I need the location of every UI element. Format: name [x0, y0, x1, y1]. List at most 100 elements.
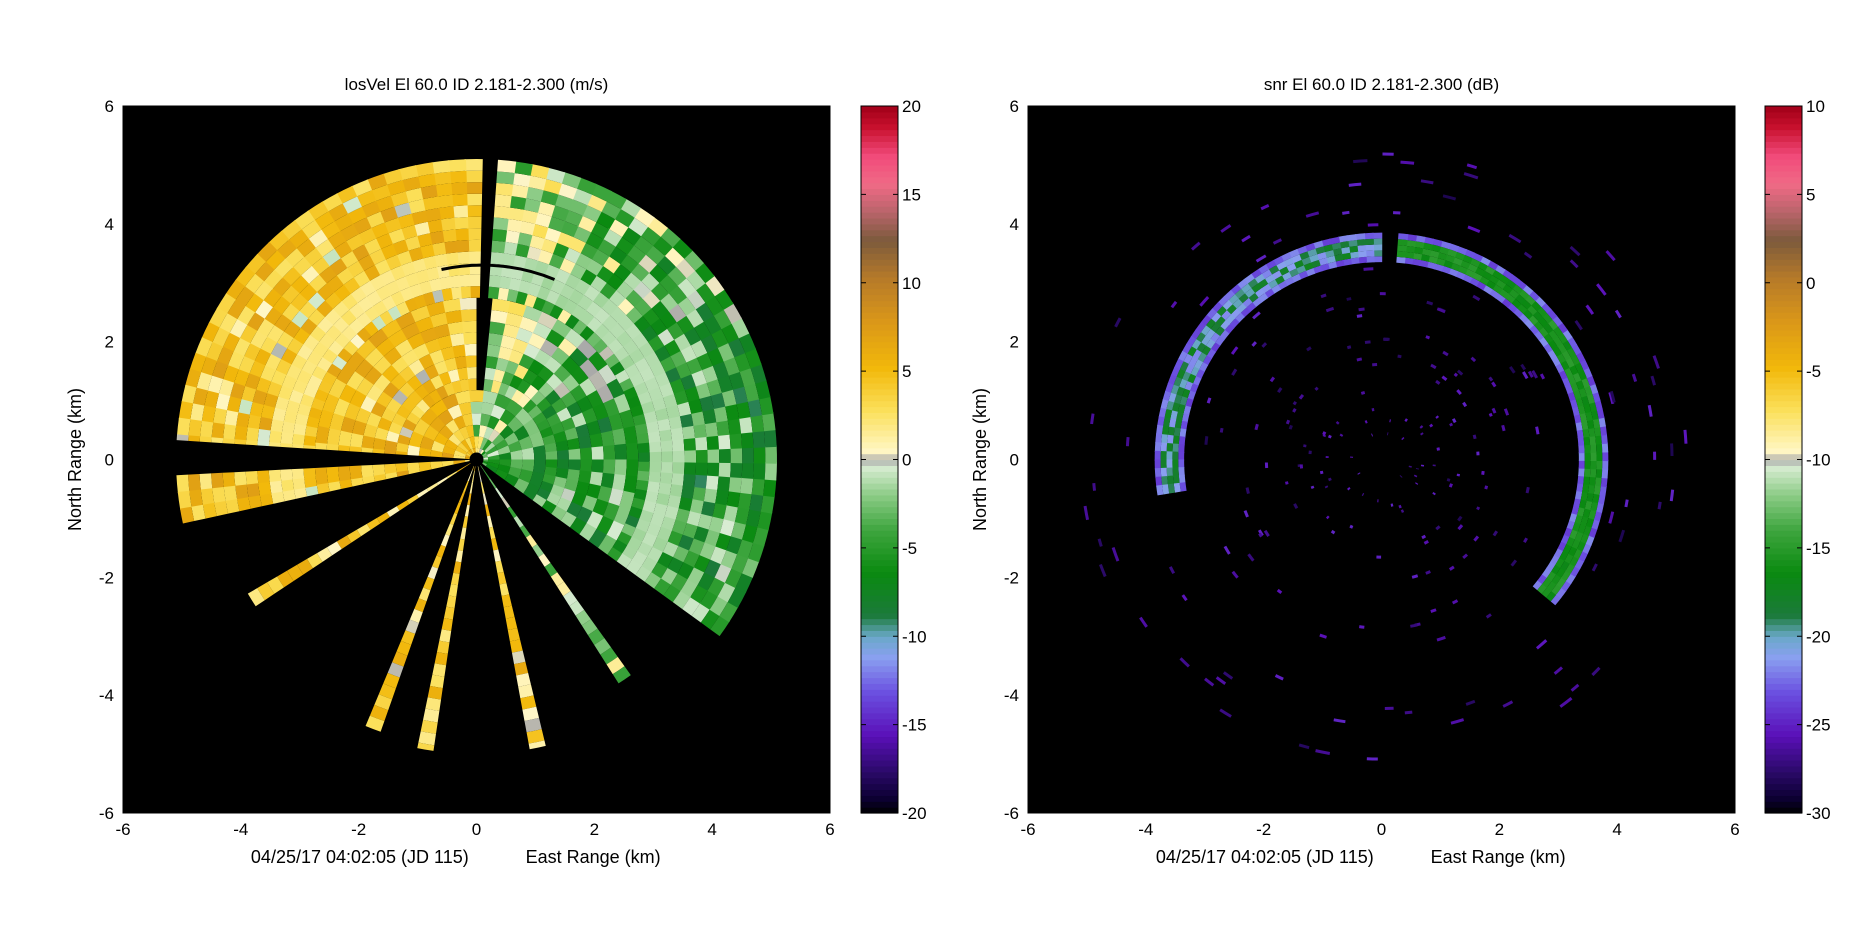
snr-ring-cell [1372, 232, 1383, 239]
colorbar-cell [1765, 388, 1802, 396]
losvel-cell [189, 352, 207, 374]
losvel-ray-cell [406, 494, 419, 505]
losvel-cell [451, 344, 466, 358]
losvel-cell [602, 228, 623, 247]
snr-ring-cell [1173, 394, 1183, 406]
snr-ring-cell [1154, 467, 1162, 479]
losvel-cell [592, 338, 608, 354]
colorbar-cell [1765, 783, 1802, 791]
losvel-cell [441, 229, 457, 243]
losvel-cell [504, 360, 519, 376]
snr-ring-cell [1435, 257, 1446, 266]
losvel-cell [248, 495, 262, 509]
snr-speckle [1274, 674, 1284, 681]
snr-speckle [1683, 429, 1688, 444]
snr-ring-cell [1589, 383, 1599, 395]
snr-ring-cell [1588, 508, 1597, 520]
snr-ring-cell [1453, 251, 1465, 261]
losvel-cell [396, 250, 413, 266]
losvel-cell [614, 443, 627, 460]
losvel-cell [539, 426, 554, 439]
snr-ring-cell [1560, 533, 1570, 545]
losvel-ray-cell [524, 717, 542, 733]
losvel-ray-cell [563, 591, 578, 606]
snr-ring-cell [1580, 532, 1590, 544]
losvel-cell [468, 390, 484, 403]
snr-speckle [1425, 570, 1431, 575]
losvel-cell [436, 194, 454, 209]
losvel-cell [613, 345, 630, 362]
snr-speckle [1631, 373, 1638, 382]
losvel-cell [706, 434, 719, 450]
colorbar-cell [1765, 653, 1802, 661]
losvel-cell [280, 220, 302, 241]
losvel-cell [444, 310, 463, 325]
snr-speckle [1446, 478, 1451, 482]
colorbar-cell [1765, 477, 1802, 484]
losvel-cell [416, 399, 431, 414]
snr-speckle [1292, 407, 1297, 413]
losvel-ray-cell [469, 482, 474, 494]
snr-speckle [1423, 540, 1429, 545]
losvel-cell [374, 427, 389, 441]
snr-speckle [1179, 657, 1190, 668]
snr-ring-cell [1455, 245, 1468, 255]
losvel-ray-cell [505, 616, 518, 631]
losvel-cell [316, 483, 330, 494]
losvel-cell [732, 385, 748, 405]
losvel-cell [578, 377, 597, 396]
snr-speckle [1410, 623, 1418, 628]
losvel-ray-cell [454, 502, 462, 515]
snr-ring-cell [1592, 417, 1601, 429]
colorbar-cell [861, 253, 898, 260]
colorbar-cell [1765, 453, 1802, 461]
losvel-cell [646, 216, 669, 237]
losvel-cell [349, 446, 362, 453]
losvel-cell [676, 400, 692, 417]
losvel-cell [684, 385, 700, 402]
losvel-cell [422, 255, 437, 270]
losvel-cell [659, 226, 681, 248]
colorbar-cell [1765, 217, 1802, 225]
snr-ring-cell [1293, 259, 1304, 269]
losvel-cell [489, 321, 506, 336]
losvel-cell [445, 419, 460, 434]
snr-ring-cell [1158, 407, 1167, 419]
losvel-cell [422, 394, 436, 409]
losvel-cell [490, 404, 506, 420]
snr-ring-cell [1296, 245, 1308, 255]
losvel-cell [430, 461, 443, 470]
colorbar-cell [1765, 665, 1802, 673]
snr-ring-cell [1288, 248, 1300, 259]
losvel-cell [303, 435, 317, 447]
colorbar-cell [861, 547, 898, 555]
losvel-cell [529, 430, 545, 448]
colorbar-tick-label: -10 [1806, 451, 1831, 470]
losvel-cell [514, 407, 533, 426]
losvel-cell [595, 211, 616, 230]
losvel-cell [235, 484, 249, 501]
losvel-cell [462, 332, 477, 345]
snr-ring-cell [1179, 396, 1188, 407]
losvel-cell [575, 177, 597, 195]
snr-ring-cell [1575, 421, 1583, 431]
losvel-cell [372, 448, 385, 454]
losvel-cell [608, 487, 624, 506]
losvel-cell [749, 492, 764, 512]
snr-ring-cell [1171, 402, 1180, 413]
losvel-ray-cell [538, 553, 551, 567]
snr-ring-cell [1170, 366, 1180, 378]
losvel-cell [700, 333, 718, 353]
losvel-cell [729, 432, 743, 449]
snr-ring-cell [1592, 492, 1600, 504]
snr-speckle [1299, 464, 1304, 469]
losvel-cell [419, 185, 438, 200]
losvel-cell [536, 201, 556, 217]
losvel-cell [737, 491, 752, 510]
snr-speckle [1360, 390, 1366, 395]
losvel-cell [213, 407, 228, 426]
losvel-cell [468, 251, 481, 264]
colorbar-tick-label: -10 [902, 627, 927, 646]
snr-speckle [1324, 485, 1329, 489]
losvel-cell [532, 444, 546, 460]
